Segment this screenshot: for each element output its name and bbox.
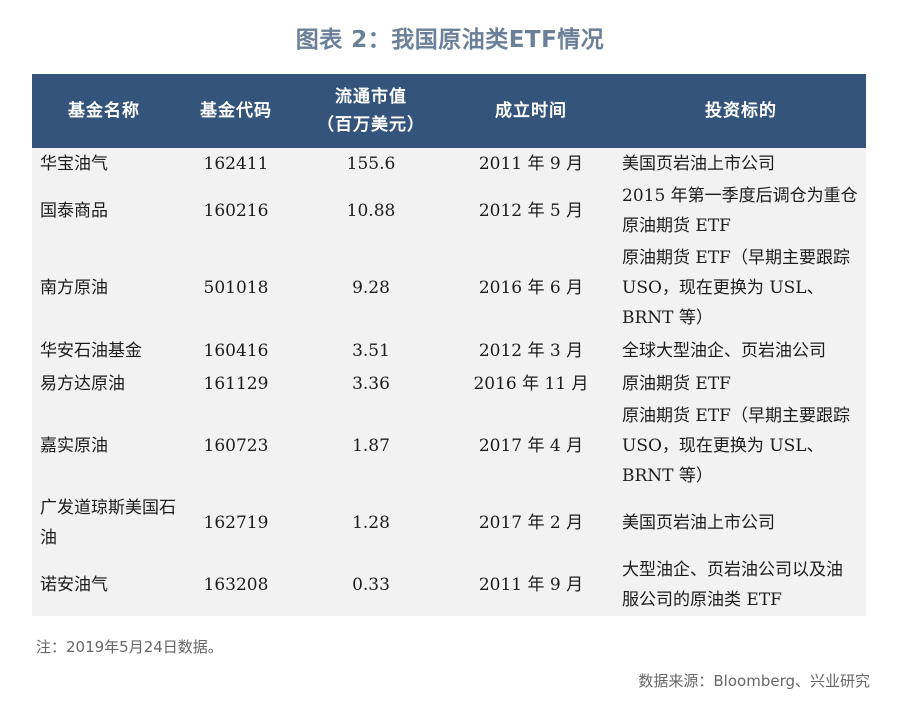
etf-table-container: 基金名称 基金代码 流通市值 （百万美元） 成立时间 投资标的 华宝油气 162… <box>32 74 866 616</box>
cell-investment-target: 大型油企、页岩油公司以及油服公司的原油类 ETF <box>622 560 843 610</box>
cell-inception-date: 2016 年 11 月 <box>473 374 589 394</box>
cell-inception-date: 2011 年 9 月 <box>478 154 584 174</box>
cell-fund-code: 160216 <box>203 201 269 221</box>
cell-fund-name: 易方达原油 <box>40 374 125 394</box>
cell-investment-target: 原油期货 ETF <box>622 374 731 394</box>
cell-inception-date: 2017 年 4 月 <box>478 436 584 456</box>
cell-investment-target: 2015 年第一季度后调仓为重仓原油期货 ETF <box>622 186 858 236</box>
cell-investment-target: 美国页岩油上市公司 <box>622 154 775 174</box>
cell-fund-code: 160723 <box>203 436 269 456</box>
table-row: 诺安油气 163208 0.33 2011 年 9 月 大型油企、页岩油公司以及… <box>32 554 866 616</box>
header-inception-date: 成立时间 <box>495 101 567 121</box>
cell-market-cap: 3.51 <box>352 341 390 361</box>
cell-market-cap: 10.88 <box>346 201 396 221</box>
cell-market-cap: 9.28 <box>352 278 390 298</box>
cell-investment-target: 美国页岩油上市公司 <box>622 513 775 533</box>
table-row: 华宝油气 162411 155.6 2011 年 9 月 美国页岩油上市公司 <box>32 148 866 180</box>
cell-fund-name: 南方原油 <box>40 278 108 298</box>
table-row: 华安石油基金 160416 3.51 2012 年 3 月 全球大型油企、页岩油… <box>32 334 866 368</box>
etf-table: 基金名称 基金代码 流通市值 （百万美元） 成立时间 投资标的 华宝油气 162… <box>32 74 866 616</box>
header-market-cap-unit: （百万美元） <box>317 115 425 135</box>
table-row: 广发道琼斯美国石油 162719 1.28 2017 年 2 月 美国页岩油上市… <box>32 492 866 554</box>
cell-market-cap: 3.36 <box>352 374 390 394</box>
cell-fund-name: 广发道琼斯美国石油 <box>40 498 176 548</box>
cell-fund-code: 501018 <box>203 278 269 298</box>
page-title: 图表 2：我国原油类ETF情况 <box>295 27 605 53</box>
cell-market-cap: 0.33 <box>352 575 390 595</box>
cell-market-cap: 1.87 <box>352 436 390 456</box>
cell-investment-target: 全球大型油企、页岩油公司 <box>622 341 826 361</box>
data-source: 数据来源：Bloomberg、兴业研究 <box>638 672 870 690</box>
cell-inception-date: 2017 年 2 月 <box>478 513 584 533</box>
cell-investment-target: 原油期货 ETF（早期主要跟踪 USO，现在更换为 USL、BRNT 等） <box>622 406 850 486</box>
table-row: 国泰商品 160216 10.88 2012 年 5 月 2015 年第一季度后… <box>32 180 866 242</box>
header-fund-code: 基金代码 <box>200 101 272 121</box>
cell-fund-name: 诺安油气 <box>40 575 108 595</box>
table-header-row: 基金名称 基金代码 流通市值 （百万美元） 成立时间 投资标的 <box>32 74 866 148</box>
cell-market-cap: 155.6 <box>346 154 396 174</box>
cell-market-cap: 1.28 <box>352 513 390 533</box>
cell-fund-code: 160416 <box>203 341 269 361</box>
cell-inception-date: 2016 年 6 月 <box>478 278 584 298</box>
header-market-cap: 流通市值 （百万美元） <box>296 74 446 148</box>
cell-investment-target: 原油期货 ETF（早期主要跟踪 USO，现在更换为 USL、BRNT 等） <box>622 248 850 328</box>
cell-inception-date: 2012 年 5 月 <box>478 201 584 221</box>
table-row: 易方达原油 161129 3.36 2016 年 11 月 原油期货 ETF <box>32 368 866 400</box>
header-fund-name: 基金名称 <box>68 101 140 121</box>
cell-fund-code: 162411 <box>203 154 269 174</box>
cell-inception-date: 2012 年 3 月 <box>478 341 584 361</box>
header-market-cap-label: 流通市值 <box>335 87 407 107</box>
cell-fund-name: 华宝油气 <box>40 154 108 174</box>
cell-inception-date: 2011 年 9 月 <box>478 575 584 595</box>
cell-fund-name: 华安石油基金 <box>40 341 142 361</box>
table-row: 南方原油 501018 9.28 2016 年 6 月 原油期货 ETF（早期主… <box>32 242 866 334</box>
header-investment-target: 投资标的 <box>705 101 777 121</box>
cell-fund-code: 162719 <box>203 513 269 533</box>
cell-fund-code: 161129 <box>203 374 269 394</box>
cell-fund-name: 国泰商品 <box>40 201 108 221</box>
cell-fund-name: 嘉实原油 <box>40 436 108 456</box>
cell-fund-code: 163208 <box>203 575 269 595</box>
table-note: 注：2019年5月24日数据。 <box>36 638 223 656</box>
table-row: 嘉实原油 160723 1.87 2017 年 4 月 原油期货 ETF（早期主… <box>32 400 866 492</box>
